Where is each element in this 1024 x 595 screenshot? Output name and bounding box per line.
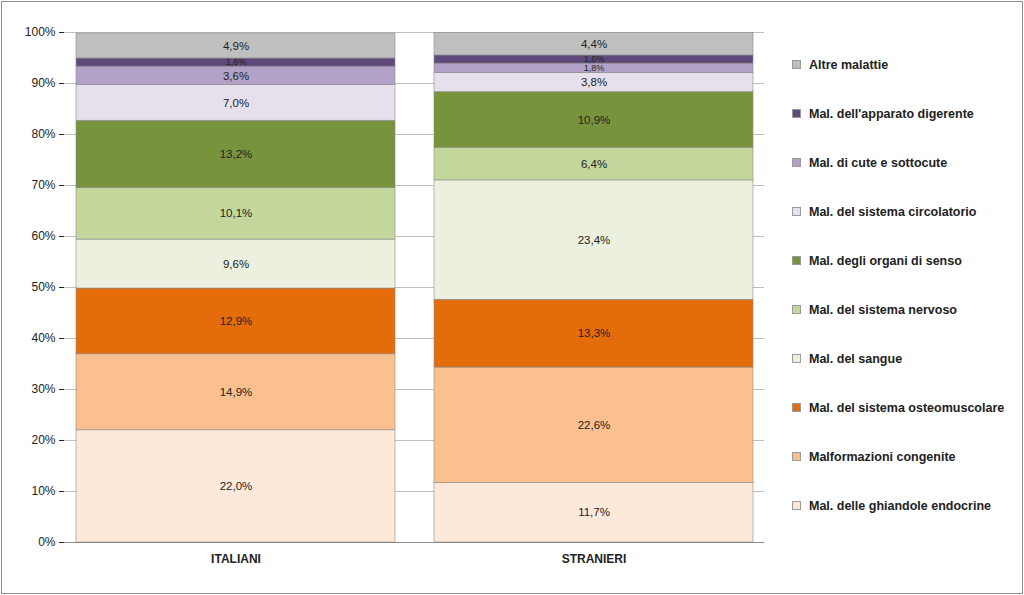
svg-text:40%: 40% [31, 331, 55, 345]
html-text:Mal. del sistema nervoso: Mal. del sistema nervoso [809, 302, 957, 317]
svg-text:1,8%: 1,8% [584, 63, 605, 73]
html-text:Mal. dell'apparato digerente: Mal. dell'apparato digerente [809, 106, 974, 121]
svg-text:13,3%: 13,3% [578, 327, 611, 339]
svg-text:13,2%: 13,2% [220, 148, 253, 160]
html-text:Mal. di cute e sottocute: Mal. di cute e sottocute [809, 155, 948, 170]
svg-text:ITALIANI: ITALIANI [211, 552, 261, 566]
svg-text:7,0%: 7,0% [223, 97, 249, 109]
html-text:Mal. del sistema circolatorio: Mal. del sistema circolatorio [809, 204, 977, 219]
svg-text:0%: 0% [38, 535, 56, 549]
svg-text:4,9%: 4,9% [223, 40, 249, 52]
html-text:Mal. delle ghiandole endocrine: Mal. delle ghiandole endocrine [809, 498, 991, 513]
svg-text:80%: 80% [31, 127, 55, 141]
svg-text:90%: 90% [31, 76, 55, 90]
svg-text:9,6%: 9,6% [223, 258, 249, 270]
svg-text:22,0%: 22,0% [220, 480, 253, 492]
svg-text:20%: 20% [31, 433, 55, 447]
svg-text:70%: 70% [31, 178, 55, 192]
html-text:Altre malattie: Altre malattie [809, 57, 889, 72]
html-text:Mal. del sangue: Mal. del sangue [809, 351, 903, 366]
svg-text:12,9%: 12,9% [220, 315, 253, 327]
svg-text:14,9%: 14,9% [220, 386, 253, 398]
svg-text:11,7%: 11,7% [578, 506, 610, 518]
html-text:Malformazioni congenite: Malformazioni congenite [809, 449, 956, 464]
svg-text:6,4%: 6,4% [581, 158, 607, 170]
svg-text:50%: 50% [31, 280, 55, 294]
svg-text:1,6%: 1,6% [584, 54, 605, 64]
svg-text:100%: 100% [25, 25, 56, 39]
html-text:Mal. del sistema osteomuscolar: Mal. del sistema osteomuscolare [809, 400, 1005, 415]
svg-text:22,6%: 22,6% [578, 419, 611, 431]
svg-text:23,4%: 23,4% [578, 234, 611, 246]
svg-text:10%: 10% [31, 484, 55, 498]
svg-text:3,8%: 3,8% [581, 76, 607, 88]
svg-text:30%: 30% [31, 382, 55, 396]
svg-text:10,9%: 10,9% [578, 114, 611, 126]
svg-text:4,4%: 4,4% [581, 38, 607, 50]
svg-text:3,6%: 3,6% [223, 70, 249, 82]
html-text:Mal. degli organi di senso: Mal. degli organi di senso [809, 253, 962, 268]
svg-text:60%: 60% [31, 229, 55, 243]
svg-text:STRANIERI: STRANIERI [562, 552, 627, 566]
svg-text:1,6%: 1,6% [226, 57, 247, 67]
svg-text:10,1%: 10,1% [220, 207, 253, 219]
